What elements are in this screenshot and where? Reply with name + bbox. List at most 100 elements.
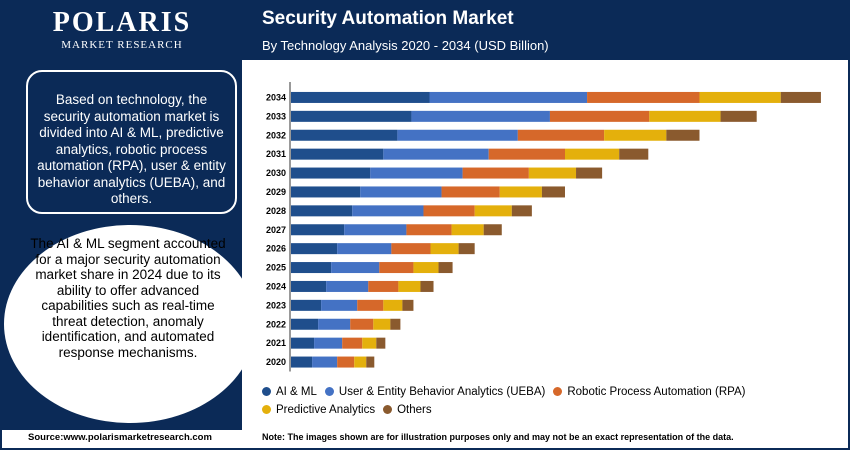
y-tick-label: 2027 bbox=[266, 225, 286, 235]
y-tick-label: 2023 bbox=[266, 300, 286, 310]
chart-header: Security Automation Market By Technology… bbox=[242, 2, 848, 60]
bar-segment-2020-2 bbox=[337, 356, 355, 368]
bar-segment-2024-1 bbox=[326, 280, 369, 292]
bar-segment-2027-3 bbox=[451, 224, 484, 236]
y-tick-label: 2026 bbox=[266, 244, 286, 254]
bar-segment-2023-2 bbox=[357, 299, 384, 311]
bar-segment-2032-2 bbox=[517, 129, 605, 141]
legend-label: AI & ML bbox=[276, 386, 317, 398]
bar-segment-2028-3 bbox=[474, 205, 512, 217]
bar-segment-2034-2 bbox=[587, 91, 700, 103]
y-tick-label: 2034 bbox=[266, 92, 286, 102]
bar-segment-2023-0 bbox=[291, 299, 322, 311]
bar-segment-2028-1 bbox=[352, 205, 424, 217]
bar-segment-2034-0 bbox=[291, 91, 430, 103]
y-tick-label: 2029 bbox=[266, 187, 286, 197]
bar-segment-2032-3 bbox=[604, 129, 667, 141]
legend-label: Others bbox=[397, 404, 432, 416]
bar-segment-2029-3 bbox=[499, 186, 542, 198]
summary-box: Based on technology, the security automa… bbox=[26, 70, 237, 214]
legend-label: Predictive Analytics bbox=[276, 404, 376, 416]
legend-swatch bbox=[553, 387, 563, 396]
bar-segment-2021-4 bbox=[376, 337, 386, 349]
bar-segment-2028-2 bbox=[423, 205, 475, 217]
bar-segment-2026-0 bbox=[291, 243, 338, 255]
bar-segment-2020-0 bbox=[291, 356, 313, 368]
legend-item: User & Entity Behavior Analytics (UEBA) bbox=[324, 386, 545, 398]
bar-segment-2031-2 bbox=[488, 148, 565, 160]
bar-segment-2023-4 bbox=[402, 299, 414, 311]
bar-segment-2034-4 bbox=[780, 91, 821, 103]
bar-segment-2025-3 bbox=[413, 262, 439, 274]
bar-segment-2020-1 bbox=[312, 356, 338, 368]
bar-segment-2022-0 bbox=[291, 318, 319, 330]
bar-segment-2025-2 bbox=[379, 262, 414, 274]
bar-segment-2021-3 bbox=[362, 337, 377, 349]
bar-segment-2021-2 bbox=[342, 337, 363, 349]
y-tick-label: 2032 bbox=[266, 130, 286, 140]
bar-segment-2033-1 bbox=[411, 110, 550, 122]
y-tick-label: 2031 bbox=[266, 149, 286, 159]
bar-segment-2022-1 bbox=[318, 318, 351, 330]
brand-name: POLARIS bbox=[52, 7, 192, 38]
bar-segment-2022-3 bbox=[373, 318, 391, 330]
bar-segment-2030-4 bbox=[576, 167, 603, 179]
legend-swatch bbox=[262, 405, 271, 414]
chart-subtitle: By Technology Analysis 2020 - 2034 (USD … bbox=[262, 38, 549, 53]
y-tick-label: 2030 bbox=[266, 168, 286, 178]
bar-segment-2027-2 bbox=[406, 224, 452, 236]
brand-tagline: MARKET RESEARCH bbox=[61, 39, 183, 51]
y-tick-label: 2024 bbox=[266, 281, 286, 291]
bar-segment-2022-2 bbox=[350, 318, 374, 330]
bar-segment-2027-0 bbox=[291, 224, 345, 236]
y-tick-label: 2020 bbox=[266, 357, 286, 367]
bar-segment-2022-4 bbox=[390, 318, 401, 330]
bar-segment-2024-0 bbox=[291, 280, 327, 292]
legend-swatch bbox=[324, 387, 334, 396]
legend-item: Others bbox=[383, 404, 432, 416]
bar-segment-2026-3 bbox=[430, 243, 459, 255]
bar-segment-2028-4 bbox=[511, 205, 532, 217]
bar-segment-2025-4 bbox=[438, 262, 453, 274]
bar-segment-2024-4 bbox=[420, 280, 434, 292]
bar-segment-2029-2 bbox=[441, 186, 500, 198]
bar-segment-2030-0 bbox=[291, 167, 371, 179]
y-tick-label: 2021 bbox=[266, 338, 286, 348]
y-tick-label: 2033 bbox=[266, 111, 286, 121]
bar-segment-2033-4 bbox=[720, 110, 757, 122]
bar-segment-2033-0 bbox=[291, 110, 412, 122]
chart-legend: AI & ML User & Entity Behavior Analytics … bbox=[262, 386, 842, 422]
bar-segment-2027-4 bbox=[483, 224, 502, 236]
highlight-text: The AI & ML segment accounted for a majo… bbox=[30, 236, 226, 360]
bar-segment-2031-3 bbox=[564, 148, 620, 160]
bar-segment-2025-1 bbox=[331, 262, 380, 274]
bar-segment-2029-1 bbox=[360, 186, 442, 198]
bar-segment-2024-2 bbox=[368, 280, 399, 292]
bar-segment-2026-2 bbox=[391, 243, 431, 255]
bar-segment-2034-3 bbox=[699, 91, 781, 103]
bar-segment-2034-1 bbox=[429, 91, 588, 103]
legend-swatch bbox=[383, 405, 393, 414]
y-tick-label: 2022 bbox=[266, 319, 286, 329]
bar-segment-2033-2 bbox=[549, 110, 650, 122]
bar-segment-2030-3 bbox=[528, 167, 577, 179]
legend-swatch bbox=[262, 387, 271, 396]
bar-segment-2032-4 bbox=[666, 129, 700, 141]
bar-segment-2027-1 bbox=[344, 224, 407, 236]
y-tick-label: 2025 bbox=[266, 263, 286, 273]
bar-segment-2024-3 bbox=[398, 280, 421, 292]
legend-item: Robotic Process Automation (RPA) bbox=[553, 386, 745, 398]
bar-segment-2031-4 bbox=[619, 148, 649, 160]
bar-segment-2021-0 bbox=[291, 337, 315, 349]
bar-segment-2029-0 bbox=[291, 186, 361, 198]
chart-title: Security Automation Market bbox=[262, 8, 514, 29]
source-text: Source:www.polarismarketresearch.com bbox=[28, 432, 212, 443]
bar-segment-2032-1 bbox=[397, 129, 518, 141]
bar-segment-2026-4 bbox=[458, 243, 475, 255]
bar-segment-2020-4 bbox=[366, 356, 375, 368]
y-tick-label: 2028 bbox=[266, 206, 286, 216]
bar-segment-2032-0 bbox=[291, 129, 398, 141]
bar-segment-2028-0 bbox=[291, 205, 353, 217]
legend-item: AI & ML bbox=[262, 386, 317, 398]
bar-segment-2020-3 bbox=[354, 356, 367, 368]
